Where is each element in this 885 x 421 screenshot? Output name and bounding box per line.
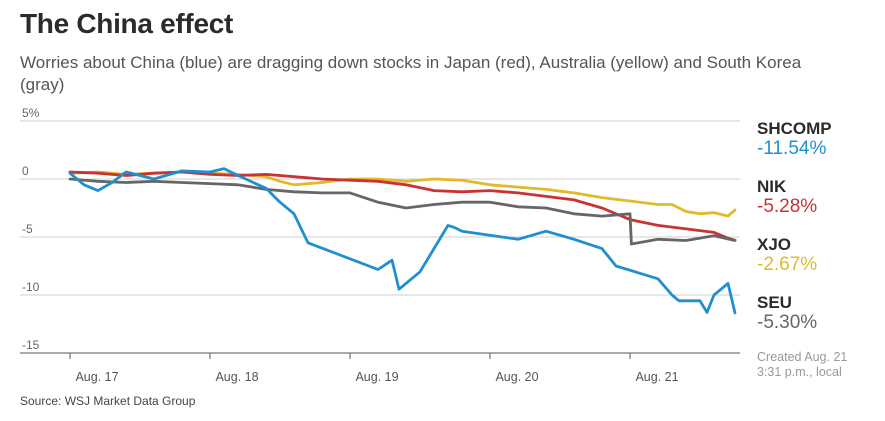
created-timestamp: Created Aug. 21 3:31 p.m., local: [757, 350, 847, 380]
legend-name: NIK: [757, 177, 787, 196]
y-axis-ticks: 5% 0 -5 -10 -15: [22, 106, 40, 352]
x-tick-label: Aug. 21: [635, 370, 678, 384]
legend-entry-seu: SEU -5.30%: [757, 293, 882, 334]
series-line-seu: [68, 177, 737, 246]
created-time: 3:31 p.m., local: [757, 365, 842, 379]
y-tick-label: -15: [22, 338, 40, 352]
x-tick-label: Aug. 20: [495, 370, 538, 384]
y-tick-label: 0: [22, 164, 29, 178]
legend-value: -5.28%: [757, 196, 818, 217]
y-tick-label: -5: [22, 222, 33, 236]
legend-name: SHCOMP: [757, 119, 832, 138]
series-line-shcomp: [68, 167, 737, 315]
chart-subtitle: Worries about China (blue) are dragging …: [20, 53, 802, 94]
legend-value: -11.54%: [757, 138, 827, 159]
source-note: Source: WSJ Market Data Group: [20, 394, 196, 408]
legend-name: SEU: [757, 293, 792, 312]
y-tick-label: 5%: [22, 106, 40, 120]
legend-value: -5.30%: [757, 312, 818, 333]
legend-value: -2.67%: [757, 254, 818, 275]
x-tick-label: Aug. 19: [355, 370, 398, 384]
y-tick-label: -10: [22, 280, 40, 294]
chart-title: The China effect: [20, 8, 234, 39]
x-tick-label: Aug. 17: [75, 370, 118, 384]
legend-entry-nik: NIK -5.28%: [757, 177, 882, 218]
created-date: Created Aug. 21: [757, 350, 848, 364]
legend-name: XJO: [757, 235, 792, 254]
x-axis-ticks: Aug. 17 Aug. 18 Aug. 19 Aug. 20 Aug. 21: [69, 353, 679, 384]
legend-entry-xjo: XJO -2.67%: [757, 235, 882, 276]
x-tick-label: Aug. 18: [215, 370, 258, 384]
series-lines: [68, 167, 737, 315]
legend-entry-shcomp: SHCOMP -11.54%: [757, 119, 882, 160]
